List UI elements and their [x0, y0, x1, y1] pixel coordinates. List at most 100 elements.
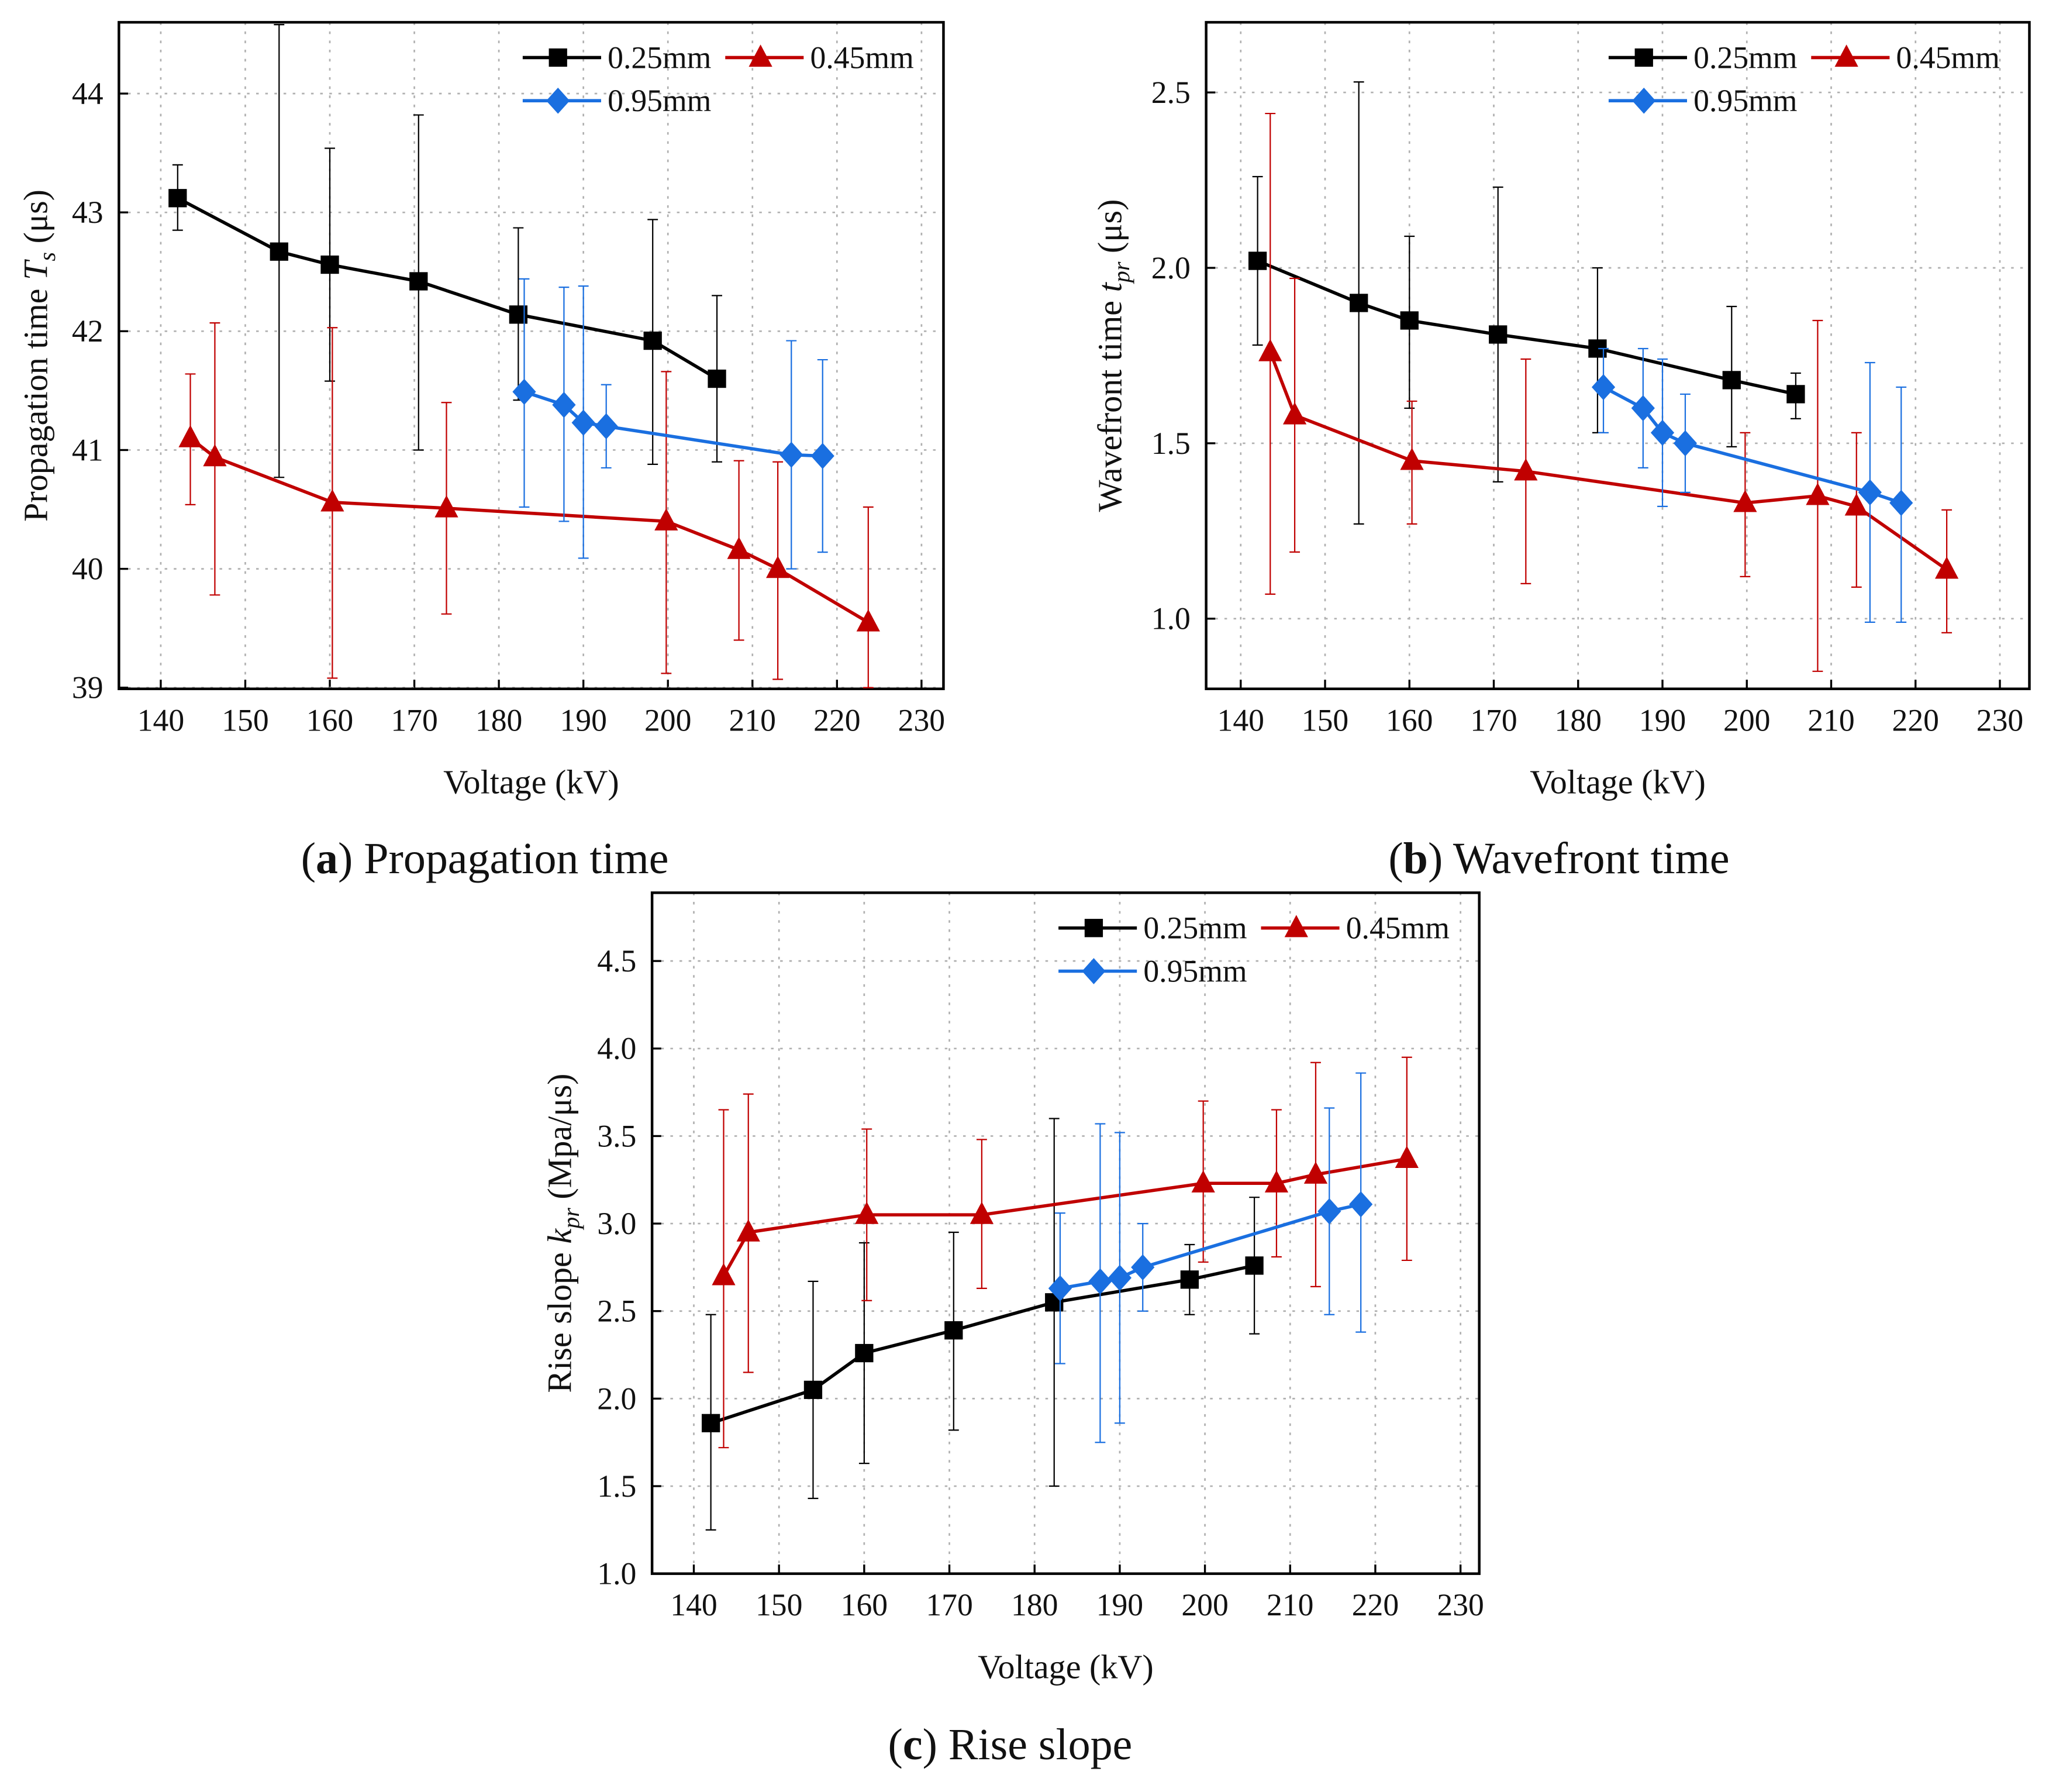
x-tick-label: 210: [1807, 702, 1854, 738]
plot-frame: [118, 20, 945, 691]
square-marker: [1634, 48, 1653, 67]
diamond-marker: [1632, 87, 1656, 114]
y-tick-label: 1.0: [597, 1556, 636, 1591]
square-marker: [803, 1380, 823, 1400]
triangle-marker: [434, 495, 458, 518]
triangle-marker: [320, 489, 344, 512]
legend-label: 0.95mm: [608, 83, 711, 118]
square-marker: [1180, 1270, 1199, 1289]
y-tick-label: 39: [72, 670, 104, 705]
y-axis-label-subscript: s: [34, 252, 60, 261]
x-tick-label: 230: [898, 702, 945, 738]
legend: 0.25mm 0.45mm 0.95mm: [522, 40, 914, 118]
triangle-marker: [1303, 1161, 1328, 1184]
y-tick-label: 1.5: [1151, 426, 1191, 461]
diamond-marker: [571, 409, 595, 436]
y-axis-label-text: Rise slope: [541, 1244, 579, 1393]
x-tick-label: 140: [1217, 702, 1264, 738]
diamond-marker: [594, 413, 618, 440]
series-line: [710, 1264, 1255, 1425]
triangle-marker: [712, 1263, 736, 1286]
x-tick-label: 150: [1302, 702, 1348, 738]
diamond-marker: [1317, 1198, 1341, 1225]
x-tick-label: 140: [670, 1587, 717, 1622]
x-tick-label: 200: [1181, 1587, 1228, 1622]
legend-label: 0.45mm: [810, 40, 914, 75]
x-tick-label: 140: [137, 702, 184, 738]
y-tick-label: 44: [72, 76, 104, 111]
x-tick-label: 170: [391, 702, 437, 738]
diamond-marker: [546, 87, 570, 114]
series-0.45mm: [1258, 112, 1959, 672]
legend-label: 0.95mm: [1693, 83, 1797, 118]
series-0.95mm: [1048, 1072, 1373, 1443]
series-0.25mm: [168, 24, 726, 478]
triangle-marker: [203, 444, 227, 467]
square-marker: [944, 1321, 963, 1340]
x-tick-label: 180: [475, 702, 522, 738]
x-tick-label: 150: [756, 1587, 802, 1622]
series-line: [177, 197, 718, 380]
caption-paren-close: ): [923, 1720, 937, 1769]
caption-letter: a: [316, 834, 338, 883]
square-marker: [320, 255, 339, 274]
diamond-marker: [1591, 374, 1616, 401]
diamond-marker: [1131, 1254, 1155, 1281]
triangle-marker: [1282, 402, 1307, 425]
y-axis-label-text: Propagation time: [16, 280, 54, 522]
y-axis-label: Propagation time Ts (μs): [16, 189, 60, 522]
caption-paren-open: (: [1388, 834, 1403, 883]
triangle-marker: [1733, 490, 1757, 512]
triangle-marker: [1806, 483, 1830, 505]
caption-text: Rise slope: [937, 1720, 1132, 1769]
legend-item-0.95mm: 0.95mm: [1608, 83, 1797, 118]
x-tick-label: 210: [729, 702, 776, 738]
x-tick-label: 190: [1639, 702, 1686, 738]
series-0.95mm: [1591, 347, 1913, 623]
triangle-marker: [1935, 556, 1959, 579]
y-axis-label-unit: (Mpa/μs): [541, 1073, 579, 1208]
legend-label: 0.95mm: [1143, 953, 1247, 988]
square-marker: [549, 48, 567, 67]
panel-caption: (a) Propagation time: [301, 834, 669, 883]
triangle-marker: [178, 425, 202, 447]
x-tick-label: 220: [1892, 702, 1939, 738]
diamond-marker: [1858, 479, 1882, 506]
y-tick-label: 4.0: [597, 1031, 636, 1066]
triangle-marker: [1834, 44, 1858, 67]
y-axis-label-symbol: k: [541, 1228, 579, 1244]
square-marker: [409, 272, 428, 291]
square-marker: [1084, 919, 1103, 938]
legend-item-0.25mm: 0.25mm: [522, 40, 711, 75]
square-marker: [168, 189, 187, 208]
y-axis-label-subscript: pr: [1108, 261, 1134, 284]
triangle-marker: [1400, 447, 1424, 470]
series-0.25mm: [701, 1118, 1264, 1531]
y-axis-label-text: Wavefront time: [1091, 292, 1129, 512]
legend-item-0.95mm: 0.95mm: [522, 83, 711, 118]
x-tick-label: 160: [841, 1587, 888, 1622]
panel-c-rise-slope: 140 150 160 170 180 190 200 210 220 230 1.0 1.5 2.0 2…: [541, 891, 1484, 1769]
caption-text: Propagation time: [353, 834, 668, 883]
triangle-marker: [1264, 1170, 1289, 1193]
y-tick-label: 2.0: [1151, 250, 1191, 285]
triangle-marker: [654, 508, 678, 530]
legend-item-0.45mm: 0.45mm: [725, 40, 914, 75]
legend-item-0.25mm: 0.25mm: [1058, 911, 1247, 946]
triangle-marker: [1191, 1170, 1215, 1193]
diamond-marker: [1082, 958, 1106, 984]
x-tick-label: 150: [222, 702, 268, 738]
legend-item-0.95mm: 0.95mm: [1058, 953, 1247, 988]
triangle-marker: [1514, 458, 1538, 481]
diamond-marker: [1889, 490, 1913, 516]
y-axis-label-subscript: pr: [558, 1208, 584, 1231]
x-tick-label: 220: [1352, 1587, 1399, 1622]
y-tick-label: 2.0: [597, 1381, 636, 1416]
plot-frame: [1205, 20, 2031, 691]
square-marker: [1722, 371, 1741, 390]
y-tick-label: 42: [72, 313, 104, 349]
square-marker: [270, 242, 288, 261]
diamond-marker: [779, 442, 803, 468]
x-tick-label: 170: [1470, 702, 1517, 738]
